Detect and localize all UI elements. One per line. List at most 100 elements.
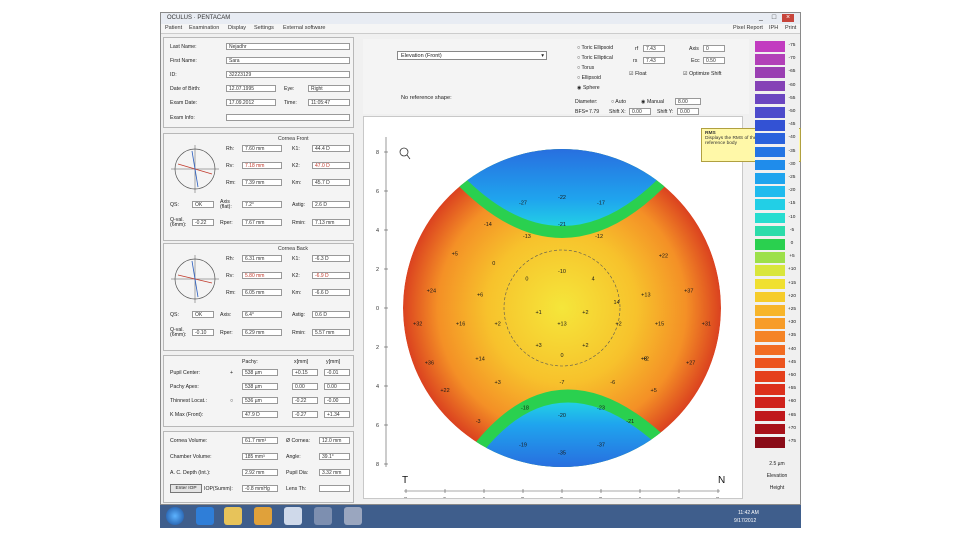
pupil-center-label: Pupil Center:	[170, 370, 200, 376]
color-scale-cell	[755, 423, 785, 435]
cornea-back-axis-diagram	[171, 255, 219, 303]
shift-x-label: Shift X:	[609, 109, 626, 115]
clock-time[interactable]: 11:42 AM	[738, 510, 759, 516]
angle-label: Angle:	[286, 454, 301, 460]
app-taskbar-icon[interactable]	[314, 507, 332, 525]
manual-diameter-field[interactable]: 8.00	[675, 98, 701, 105]
menu-pixel-report[interactable]: Pixel Report	[733, 25, 763, 31]
first-name-field[interactable]: Sara	[226, 57, 350, 64]
cb-rmin-field: 5.57 mm	[312, 329, 350, 336]
color-scale-label: +55	[787, 386, 797, 392]
thinnest-y: -0.00	[324, 397, 350, 404]
maximize-button[interactable]: □	[771, 14, 777, 21]
scale-mode: Elevation	[766, 473, 788, 479]
pupil-center-x: +0.15	[292, 369, 318, 376]
dob-label: Date of Birth:	[170, 86, 201, 92]
cb-k1-label: K1:	[292, 256, 300, 262]
cf-rv-field: 7.18 mm	[242, 162, 282, 169]
chamber-volume-label: Chamber Volume:	[170, 454, 212, 460]
explorer-icon[interactable]	[224, 507, 242, 525]
cf-axis-flat-label: Axis (flat):	[220, 199, 232, 210]
menu-settings[interactable]: Settings	[254, 25, 274, 31]
exam-info-field[interactable]	[226, 114, 350, 121]
elevation-map[interactable]: 8 6 4 2 0 2 4 6 8 8 6 4 2 0 2 4 6 8 -22 -27 -17 -14 -21 -13 -12…	[364, 117, 742, 503]
color-scale-cell	[755, 291, 785, 303]
y-header: y[mm]	[326, 359, 341, 365]
auto-radio[interactable]: ○ Auto	[611, 99, 626, 105]
exam-date-field[interactable]: 17.09.2012	[226, 99, 276, 106]
id-field[interactable]: 32223129	[226, 71, 350, 78]
elevation-value: -10	[558, 269, 566, 275]
menu-display[interactable]: Display	[228, 25, 247, 31]
elevation-value: +13	[557, 322, 566, 328]
rs-field[interactable]: 7.43	[643, 57, 665, 64]
start-button[interactable]	[166, 507, 184, 525]
pentacam-taskbar-icon[interactable]	[284, 507, 302, 525]
close-button[interactable]: ×	[782, 14, 794, 22]
cb-qval-field: -0.10	[192, 329, 214, 336]
float-checkbox[interactable]: ☑ Float	[629, 71, 647, 77]
color-scale-label: +75	[787, 439, 797, 444]
pachy-apex-pachy: 538 µm	[242, 383, 278, 390]
cb-km-label: Km:	[292, 290, 302, 296]
option-sphere[interactable]: ◉ Sphere	[577, 85, 600, 91]
option-toric-elliptical[interactable]: ○ Toric Elliptical	[577, 55, 613, 61]
shift-y-field[interactable]: 0.00	[677, 108, 699, 115]
elevation-value: 0	[525, 277, 528, 283]
media-player-icon[interactable]	[254, 507, 272, 525]
color-scale-cell	[755, 41, 785, 52]
optimize-shift-checkbox[interactable]: ☑ Optimize Shift	[683, 71, 722, 77]
elevation-value: +2	[582, 310, 588, 316]
scale-step[interactable]: 2.5 µm	[769, 461, 785, 467]
cf-qs-field[interactable]: OK	[192, 201, 214, 208]
enter-iop-button[interactable]: Enter IOP	[170, 484, 202, 493]
cf-astig-label: Astig:	[292, 202, 305, 208]
elevation-value: +5	[651, 388, 657, 394]
elevation-value: +16	[456, 322, 465, 328]
reference-shape-label: No reference shape:	[401, 95, 452, 101]
cb-qs-label: QS:	[170, 312, 179, 318]
ie-icon[interactable]	[196, 507, 214, 525]
cb-k1-field: -6.3 D	[312, 255, 350, 262]
axis-field[interactable]: 0	[703, 45, 725, 52]
y-tick-label: 0	[376, 306, 379, 312]
option-torus[interactable]: ○ Torus	[577, 65, 595, 71]
cb-rm-field: 6.05 mm	[242, 289, 282, 296]
dob-field[interactable]: 12.07.1995	[226, 85, 276, 92]
cb-qs-field[interactable]: OK	[192, 311, 214, 318]
menu-patient[interactable]: Patient	[165, 25, 183, 31]
ecc-field[interactable]: 0.50	[703, 57, 725, 64]
rf-field[interactable]: 7.43	[643, 45, 665, 52]
iop-field: -0.8 mmHg	[242, 485, 278, 492]
color-scale-label: -30	[788, 161, 796, 167]
map-type-select[interactable]: Elevation (Front) ▾	[397, 51, 547, 60]
shift-x-field[interactable]: 0.00	[629, 108, 651, 115]
option-ellipsoid[interactable]: ○ Ellipsoid	[577, 75, 601, 81]
minimize-button[interactable]: _	[759, 14, 763, 21]
magnifier-icon[interactable]	[399, 147, 411, 160]
menu-examination[interactable]: Examination	[189, 25, 220, 31]
cornea-front-group: Cornea Front Rh: 7.60 mm K1: 44.4 D Rv: …	[163, 133, 354, 241]
cb-k2-label: K2:	[292, 273, 300, 279]
pachy-apex-y: 0.00	[324, 383, 350, 390]
option-toric-ellipsoid[interactable]: ○ Toric Ellipsoid	[577, 45, 614, 51]
elevation-value: +15	[655, 322, 664, 328]
volume-group: Cornea Volume: 61.7 mm³ Ø Cornea: 12.0 m…	[163, 431, 354, 503]
last-name-field[interactable]: Nejadhr	[226, 43, 350, 50]
manual-radio[interactable]: ◉ Manual	[641, 99, 664, 105]
nasal-label: N	[718, 475, 725, 486]
color-scale-cell	[755, 305, 785, 316]
menu-external-software[interactable]: External software	[283, 25, 326, 31]
time-field[interactable]: 11:05:47	[308, 99, 350, 106]
menu-iph[interactable]: IPH	[769, 25, 779, 31]
cb-astig-label: Astig:	[292, 312, 305, 318]
eye-field[interactable]: Right	[308, 85, 350, 92]
left-panel: Last Name: Nejadhr First Name: Sara ID: …	[163, 35, 356, 503]
clock-date[interactable]: 9/17/2012	[734, 518, 757, 524]
y-tick-label: 2	[376, 345, 379, 351]
x-tick-label: 6	[677, 497, 680, 498]
eye-label: Eye:	[284, 86, 295, 92]
camera-taskbar-icon[interactable]	[344, 507, 362, 525]
menu-print[interactable]: Print	[785, 25, 797, 31]
chamber-volume-field: 185 mm³	[242, 453, 278, 460]
